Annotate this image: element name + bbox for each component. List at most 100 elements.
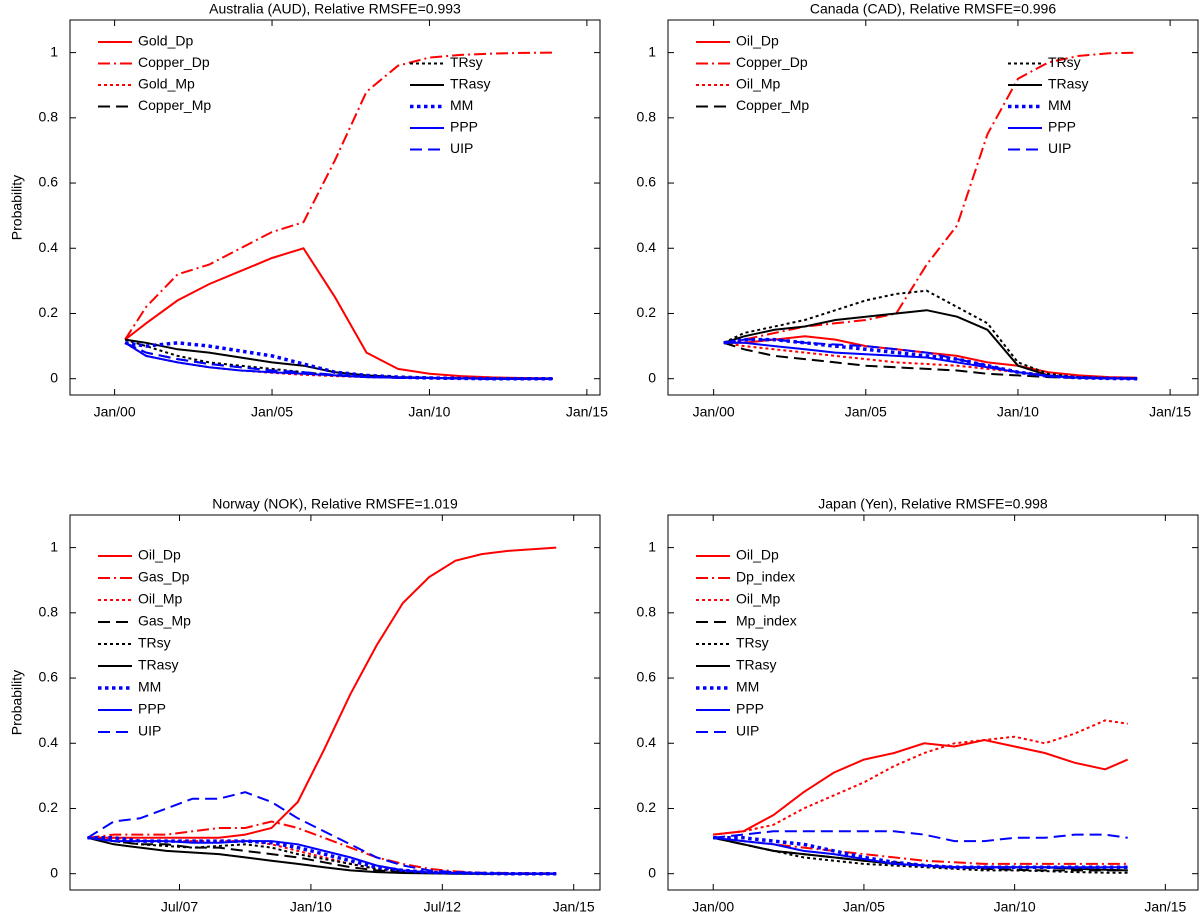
- legend-label: Copper_Dp: [138, 54, 210, 70]
- y-tick-label: 1: [50, 43, 58, 59]
- series-line: [87, 836, 557, 875]
- legend-label: MM: [450, 97, 473, 113]
- y-tick-label: 0.6: [637, 669, 657, 685]
- legend-label: Copper_Mp: [736, 97, 809, 113]
- x-tick-label: Jan/15: [1149, 404, 1191, 420]
- y-tick-label: 0: [50, 864, 58, 880]
- chart-title: Norway (NOK), Relative RMSFE=1.019: [212, 496, 458, 512]
- x-tick-label: Jan/15: [566, 404, 608, 420]
- x-tick-label: Jan/10: [408, 404, 450, 420]
- y-tick-label: 0: [648, 369, 656, 385]
- y-tick-label: 0.8: [637, 109, 657, 125]
- y-tick-label: 0.4: [637, 239, 657, 255]
- x-tick-label: Jan/15: [1144, 899, 1186, 915]
- chart-title: Japan (Yen), Relative RMSFE=0.998: [818, 496, 1048, 512]
- series-line: [87, 546, 557, 839]
- series-line: [712, 836, 1128, 874]
- y-tick-label: 1: [648, 538, 656, 554]
- legend-label: Oil_Mp: [736, 591, 781, 607]
- x-tick-label: Jan/10: [997, 404, 1039, 420]
- legend-label: TRasy: [1048, 76, 1088, 92]
- series-line: [723, 289, 1138, 380]
- legend-label: Gold_Dp: [138, 33, 193, 49]
- legend-label: Oil_Dp: [736, 547, 779, 563]
- y-tick-label: 1: [648, 43, 656, 59]
- series-line: [124, 341, 553, 380]
- y-tick-label: 0.4: [39, 734, 59, 750]
- legend-label: PPP: [138, 701, 166, 717]
- legend-label: UIP: [450, 140, 473, 156]
- series-line: [124, 51, 553, 341]
- y-tick-label: 0.2: [39, 304, 59, 320]
- series-line: [713, 719, 1128, 836]
- y-axis-label: Probability: [9, 175, 25, 240]
- legend-label: Gas_Dp: [138, 569, 190, 585]
- y-tick-label: 0: [50, 369, 58, 385]
- x-tick-label: Jan/00: [94, 404, 136, 420]
- y-axis-label: Probability: [9, 670, 25, 735]
- legend-label: TRasy: [450, 76, 490, 92]
- y-tick-label: 0.8: [637, 604, 657, 620]
- series-line: [723, 338, 1138, 380]
- series-line: [87, 836, 557, 876]
- legend-label: TRsy: [736, 635, 769, 651]
- x-tick-label: Jan/05: [845, 404, 887, 420]
- legend-label: Copper_Dp: [736, 54, 808, 70]
- legend-label: UIP: [1048, 140, 1071, 156]
- legend-label: PPP: [1048, 119, 1076, 135]
- legend-label: PPP: [450, 119, 478, 135]
- series-line: [723, 337, 1138, 381]
- x-tick-label: Jan/05: [843, 899, 885, 915]
- legend-label: TRasy: [736, 657, 776, 673]
- y-tick-label: 0.4: [637, 734, 657, 750]
- legend-label: PPP: [736, 701, 764, 717]
- legend-label: TRsy: [1048, 54, 1081, 70]
- series-line: [87, 836, 557, 875]
- chart-title: Australia (AUD), Relative RMSFE=0.993: [209, 1, 461, 17]
- plot-area: [667, 19, 1199, 396]
- legend-label: UIP: [736, 723, 759, 739]
- chart-title: Canada (CAD), Relative RMSFE=0.996: [810, 1, 1056, 17]
- legend-label: Gold_Mp: [138, 76, 195, 92]
- plot-area: [69, 514, 601, 891]
- x-tick-label: Jan/00: [692, 899, 734, 915]
- legend-label: TRsy: [450, 54, 483, 70]
- y-tick-label: 0.6: [39, 174, 59, 190]
- legend-label: TRasy: [138, 657, 178, 673]
- series-line: [723, 341, 1138, 380]
- legend-label: Oil_Mp: [736, 76, 781, 92]
- y-tick-label: 0.8: [39, 109, 59, 125]
- y-tick-label: 0.6: [39, 669, 59, 685]
- y-tick-label: 0.8: [39, 604, 59, 620]
- y-tick-label: 0.2: [39, 799, 59, 815]
- legend-label: Mp_index: [736, 613, 797, 629]
- x-tick-label: Jan/10: [290, 899, 332, 915]
- legend-label: Gas_Mp: [138, 613, 191, 629]
- y-tick-label: 0.2: [637, 799, 657, 815]
- legend-label: Copper_Mp: [138, 97, 211, 113]
- legend-label: MM: [1048, 97, 1071, 113]
- x-tick-label: Jul/12: [424, 899, 462, 915]
- plot-area: [69, 19, 601, 396]
- series-line: [712, 836, 1128, 872]
- series-line: [713, 836, 1128, 869]
- x-tick-label: Jul/07: [161, 899, 199, 915]
- series-line: [713, 830, 1128, 843]
- series-line: [713, 738, 1129, 836]
- y-tick-label: 0: [648, 864, 656, 880]
- x-tick-label: Jan/00: [693, 404, 735, 420]
- y-tick-label: 0.4: [39, 239, 59, 255]
- legend-label: TRsy: [138, 635, 171, 651]
- legend-label: MM: [138, 679, 161, 695]
- legend-label: UIP: [138, 723, 161, 739]
- y-tick-label: 0.2: [637, 304, 657, 320]
- legend-label: Oil_Mp: [138, 591, 183, 607]
- y-tick-label: 1: [50, 538, 58, 554]
- y-tick-label: 0.6: [637, 174, 657, 190]
- legend-label: Oil_Dp: [736, 33, 779, 49]
- legend-label: Dp_index: [736, 569, 795, 585]
- legend-label: Oil_Dp: [138, 547, 181, 563]
- x-tick-label: Jan/10: [994, 899, 1036, 915]
- legend-label: MM: [736, 679, 759, 695]
